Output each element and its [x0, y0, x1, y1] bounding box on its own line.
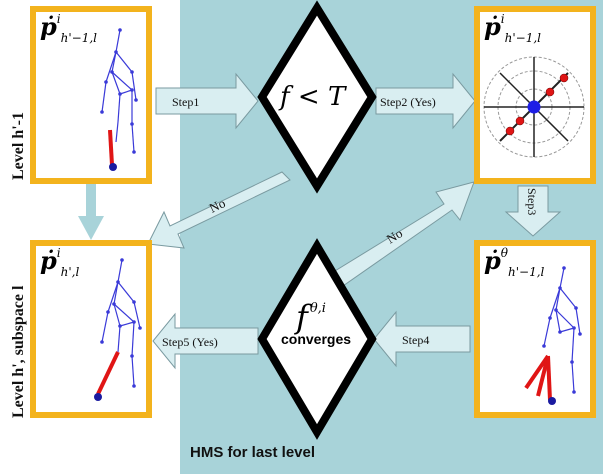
step3-label: Step3: [525, 188, 539, 215]
box-top-right-sup: i: [500, 12, 505, 26]
step1-arrow: Step1: [155, 72, 259, 130]
step4-label: Step4: [402, 333, 429, 347]
no-arrow-bottom: No: [329, 181, 475, 289]
step1-label: Step1: [172, 95, 199, 109]
skeleton-figure-top-left: [100, 28, 138, 171]
box-top-left: ṗi h'−1,l: [30, 6, 152, 184]
step3-arrow: Step3: [504, 185, 562, 237]
decision-bottom-sup: θ,i: [309, 301, 326, 316]
skeleton-figure-bottom-right: [524, 266, 582, 405]
search-sampling-figure: [483, 56, 585, 158]
box-top-left-sup: i: [56, 12, 61, 26]
no-label-top: No: [207, 195, 228, 215]
step2-label: Step2 (Yes): [380, 95, 436, 109]
decision-bottom-expression: f θ,i: [296, 298, 326, 336]
decision-top-expression: f < T: [280, 82, 346, 112]
decision-diamond-top: [257, 0, 377, 194]
box-top-right: ṗi h'−1,l: [474, 6, 596, 184]
box-bottom-left-symbol: ṗ: [40, 246, 57, 275]
box-bottom-left-sup: i: [56, 246, 61, 260]
skeleton-figure-bottom-left: [94, 258, 142, 401]
box-top-left-sub: h'−1,l: [60, 31, 97, 45]
box-top-right-sub: h'−1,l: [504, 31, 541, 45]
step4-arrow: Step4: [373, 310, 471, 368]
box-bottom-right-label: ṗθ h'−1,l: [484, 246, 544, 279]
box-bottom-right-symbol: ṗ: [484, 246, 501, 275]
no-arrow-top: No: [147, 171, 291, 249]
no-label-bottom: No: [384, 225, 405, 246]
box-bottom-left-sub: h',l: [60, 265, 80, 279]
decision-bottom-symbol: f: [296, 298, 308, 336]
box-top-left-label: ṗi h'−1,l: [40, 12, 97, 45]
box-bottom-right-sup: θ: [500, 246, 509, 260]
box-bottom-left: ṗi h',l: [30, 240, 152, 418]
decision-bottom-word: converges: [281, 331, 352, 347]
box-top-right-label: ṗi h'−1,l: [484, 12, 541, 45]
box-bottom-right: ṗθ h'−1,l: [474, 240, 596, 418]
box-top-left-symbol: ṗ: [40, 12, 57, 41]
down-arrow-left: [78, 183, 104, 240]
box-bottom-left-label: ṗi h',l: [40, 246, 79, 279]
box-bottom-right-sub: h'−1,l: [508, 265, 545, 279]
box-top-right-symbol: ṗ: [484, 12, 501, 41]
step5-arrow: Step5 (Yes): [152, 312, 259, 370]
step5-label: Step5 (Yes): [162, 335, 218, 349]
step2-arrow: Step2 (Yes): [375, 72, 476, 130]
hms-panel-label: HMS for last level: [190, 444, 316, 461]
decision-diamond-bottom: [257, 238, 377, 440]
